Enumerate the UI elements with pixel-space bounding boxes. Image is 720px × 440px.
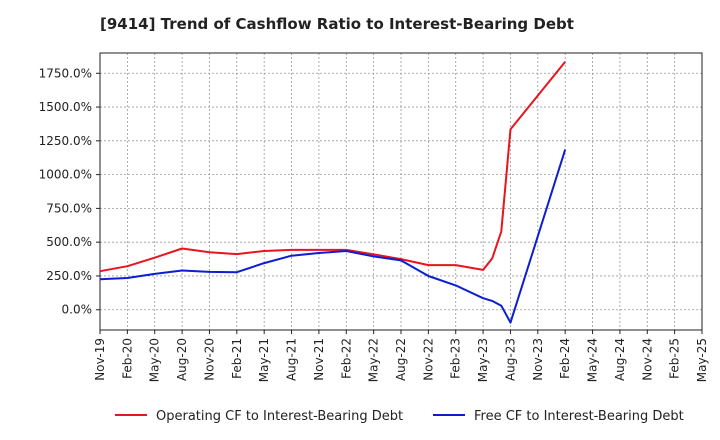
x-tick-label: May-25 bbox=[695, 338, 709, 382]
series-lines bbox=[99, 61, 567, 324]
chart-title: [9414] Trend of Cashflow Ratio to Intere… bbox=[100, 15, 574, 33]
x-tick-label: Nov-22 bbox=[421, 338, 435, 381]
x-tick-label: Feb-22 bbox=[339, 338, 353, 379]
x-tick-label: Nov-24 bbox=[640, 338, 654, 381]
x-tick-label: Aug-21 bbox=[285, 338, 299, 381]
x-tick-label: Feb-21 bbox=[230, 338, 244, 379]
y-tick-label: 1000.0% bbox=[39, 168, 92, 182]
x-tick-label: Feb-25 bbox=[668, 338, 682, 379]
y-tick-label: 500.0% bbox=[46, 235, 92, 249]
y-axis-ticks: 0.0% 250.0% 500.0% 750.0% 1000.0% 1250.0% 1500… bbox=[39, 66, 100, 317]
x-tick-label: May-21 bbox=[257, 338, 271, 382]
y-tick-label: 1750.0% bbox=[39, 66, 92, 80]
series-line-1 bbox=[99, 61, 566, 273]
x-tick-label: Nov-19 bbox=[93, 338, 107, 381]
series-line-2 bbox=[99, 149, 567, 324]
x-tick-label: Aug-23 bbox=[503, 338, 517, 381]
x-tick-label: Feb-20 bbox=[120, 338, 134, 379]
x-tick-label: Aug-20 bbox=[175, 338, 189, 381]
x-axis-ticks: Nov-19 Feb-20 May-20 Aug-20 Nov-20 Feb-21 May-… bbox=[93, 330, 709, 382]
x-tick-label: Aug-24 bbox=[613, 338, 627, 381]
legend: Operating CF to Interest-Bearing Debt Fre… bbox=[115, 409, 684, 424]
legend-label-1: Operating CF to Interest-Bearing Debt bbox=[156, 409, 403, 424]
grid-lines bbox=[99, 53, 703, 330]
y-tick-label: 0.0% bbox=[62, 303, 93, 317]
x-tick-label: May-22 bbox=[367, 338, 381, 382]
x-tick-label: Nov-23 bbox=[531, 338, 545, 381]
x-tick-label: Feb-24 bbox=[558, 338, 572, 379]
x-tick-label: May-23 bbox=[476, 338, 490, 382]
y-tick-label: 1500.0% bbox=[39, 100, 92, 114]
y-tick-label: 750.0% bbox=[46, 201, 92, 215]
x-tick-label: Feb-23 bbox=[449, 338, 463, 379]
x-tick-label: Aug-22 bbox=[394, 338, 408, 381]
legend-label-2: Free CF to Interest-Bearing Debt bbox=[474, 409, 684, 424]
y-tick-label: 1250.0% bbox=[39, 134, 92, 148]
y-tick-label: 250.0% bbox=[46, 269, 92, 283]
x-tick-label: May-20 bbox=[148, 338, 162, 382]
x-tick-label: May-24 bbox=[586, 338, 600, 382]
x-tick-label: Nov-20 bbox=[202, 338, 216, 381]
x-tick-label: Nov-21 bbox=[312, 338, 326, 381]
